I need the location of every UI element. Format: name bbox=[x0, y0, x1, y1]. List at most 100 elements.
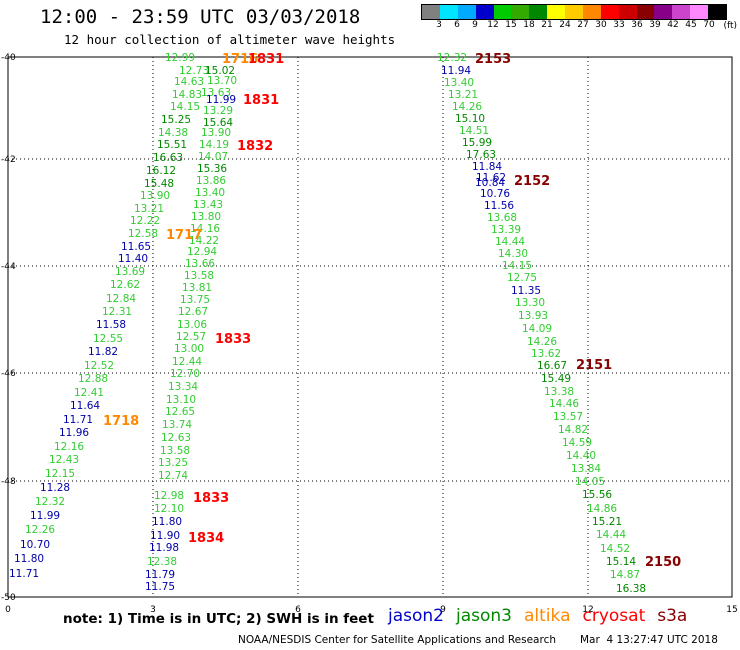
wave-height-value: 14.46 bbox=[549, 398, 579, 410]
wave-height-value: 15.51 bbox=[157, 139, 187, 151]
color-scale-labels: 3 6 9 12 15 18 21 24 27 30 33 36 39 42 45 70 bbox=[421, 20, 727, 30]
wave-height-value: 11.71 bbox=[9, 568, 39, 580]
wave-height-value: 14.07 bbox=[198, 151, 228, 163]
wave-height-value: 11.96 bbox=[59, 427, 89, 439]
wave-height-value: 11.79 bbox=[145, 569, 175, 581]
wave-height-value: 13.40 bbox=[444, 77, 474, 89]
wave-height-value: 13.80 bbox=[191, 211, 221, 223]
wave-height-value: 14.15 bbox=[170, 101, 200, 113]
wave-height-value: 13.70 bbox=[207, 75, 237, 87]
wave-height-value: 12.75 bbox=[507, 272, 537, 284]
x-tick-label: 12 bbox=[582, 605, 593, 615]
wave-height-value: 13.93 bbox=[518, 310, 548, 322]
wave-height-value: 13.40 bbox=[195, 187, 225, 199]
legend-swatch bbox=[600, 5, 619, 19]
legend-label: 45 bbox=[685, 20, 697, 30]
legend-label: 24 bbox=[559, 20, 571, 30]
legend-label: 33 bbox=[613, 20, 625, 30]
wave-height-value: 14.26 bbox=[527, 336, 557, 348]
wave-height-value: 14.40 bbox=[566, 450, 596, 462]
wave-height-value: 13.21 bbox=[448, 89, 478, 101]
wave-height-value: 13.86 bbox=[196, 175, 226, 187]
wave-height-value: 12.99 bbox=[165, 52, 195, 64]
legend-label: 70 bbox=[703, 20, 715, 30]
wave-height-value: 13.29 bbox=[203, 105, 233, 117]
wave-height-value: 13.00 bbox=[174, 343, 204, 355]
y-tick-label: -42 bbox=[1, 155, 16, 165]
legend-swatch bbox=[493, 5, 512, 19]
pass-time-label: 2151 bbox=[576, 358, 612, 373]
wave-height-value: 12.38 bbox=[147, 556, 177, 568]
wave-height-value: 14.52 bbox=[600, 543, 630, 555]
wave-height-value: 12.73 bbox=[179, 65, 209, 77]
wave-height-value: 12.84 bbox=[106, 293, 136, 305]
x-tick-label: 3 bbox=[150, 605, 156, 615]
wave-height-value: 11.71 bbox=[63, 414, 93, 426]
map-axes: 0 3 6 9 12 15 -40 -42 -44 -46 -48 -50 bbox=[1, 53, 738, 615]
legend-label: 9 bbox=[472, 20, 478, 30]
legend-label: 42 bbox=[667, 20, 679, 30]
wave-height-value: 14.63 bbox=[174, 76, 204, 88]
wave-height-value: 11.82 bbox=[88, 346, 118, 358]
wave-height-value: 12.31 bbox=[102, 306, 132, 318]
legend-swatch bbox=[565, 5, 583, 19]
wave-height-value: 12.43 bbox=[49, 454, 79, 466]
wave-height-value: 13.25 bbox=[158, 457, 188, 469]
wave-height-value: 13.69 bbox=[115, 266, 145, 278]
wave-height-value: 15.02 bbox=[205, 65, 235, 77]
wave-height-value: 14.86 bbox=[587, 503, 617, 515]
wave-height-value: 12.44 bbox=[172, 356, 202, 368]
legend-label: 21 bbox=[541, 20, 553, 30]
wave-height-value: 12.16 bbox=[54, 441, 84, 453]
legend-swatch bbox=[439, 5, 458, 19]
legend-swatch bbox=[618, 5, 637, 19]
wave-height-value: 11.28 bbox=[40, 482, 70, 494]
wave-height-value: 12.41 bbox=[74, 387, 104, 399]
wave-height-value: 12.32 bbox=[437, 52, 467, 64]
wave-height-value: 14.16 bbox=[190, 223, 220, 235]
legend-swatch bbox=[529, 5, 548, 19]
legend-swatch bbox=[422, 5, 440, 19]
wave-height-value: 13.39 bbox=[491, 224, 521, 236]
wave-height-value: 11.94 bbox=[441, 65, 471, 77]
wave-height-value: 12.15 bbox=[45, 468, 75, 480]
x-tick-label: 0 bbox=[5, 605, 11, 615]
wave-height-value: 13.34 bbox=[168, 381, 198, 393]
map-grid bbox=[7, 56, 733, 598]
wave-height-value: 13.10 bbox=[166, 394, 196, 406]
legend-swatch bbox=[547, 5, 565, 19]
pass-time-label: 1831 bbox=[243, 93, 279, 108]
wave-height-value: 14.83 bbox=[172, 89, 202, 101]
pass-time-label: 1833 bbox=[215, 332, 251, 347]
pass-time-label: 2153 bbox=[475, 52, 511, 67]
wave-height-value: 14.82 bbox=[558, 424, 588, 436]
y-tick-label: -50 bbox=[1, 593, 16, 603]
legend-label: 12 bbox=[487, 20, 499, 30]
wave-height-value: 12.58 bbox=[128, 228, 158, 240]
y-tick-label: -46 bbox=[1, 369, 16, 379]
wave-height-value: 12.32 bbox=[35, 496, 65, 508]
wave-height-value: 16.67 bbox=[537, 360, 567, 372]
color-scale-unit: (ft) bbox=[723, 21, 737, 31]
legend-label: 18 bbox=[523, 20, 535, 30]
wave-height-value: 13.58 bbox=[184, 270, 214, 282]
legend-label: 30 bbox=[595, 20, 607, 30]
wave-height-value: 12.98 bbox=[154, 490, 184, 502]
satellite-jason2: jason2 bbox=[388, 606, 444, 626]
wave-height-value: 11.99 bbox=[206, 94, 236, 106]
wave-height-value: 13.81 bbox=[182, 282, 212, 294]
wave-height-value: 13.30 bbox=[515, 297, 545, 309]
satellite-altika: altika bbox=[524, 606, 571, 626]
wave-height-value: 11.65 bbox=[121, 241, 151, 253]
chart-title: 12:00 - 23:59 UTC 03/03/2018 bbox=[40, 6, 361, 28]
pass-time-labels: 1716183118311832171718331718183318342153… bbox=[103, 52, 681, 570]
wave-height-value: 14.30 bbox=[498, 248, 528, 260]
wave-height-value: 15.21 bbox=[592, 516, 622, 528]
satellite-cryosat: cryosat bbox=[582, 606, 646, 626]
wave-height-value: 11.35 bbox=[511, 285, 541, 297]
wave-height-value: 11.84 bbox=[472, 161, 502, 173]
wave-height-value: 10.76 bbox=[480, 188, 510, 200]
pass-time-label: 2152 bbox=[514, 174, 550, 189]
x-tick-label: 6 bbox=[295, 605, 301, 615]
